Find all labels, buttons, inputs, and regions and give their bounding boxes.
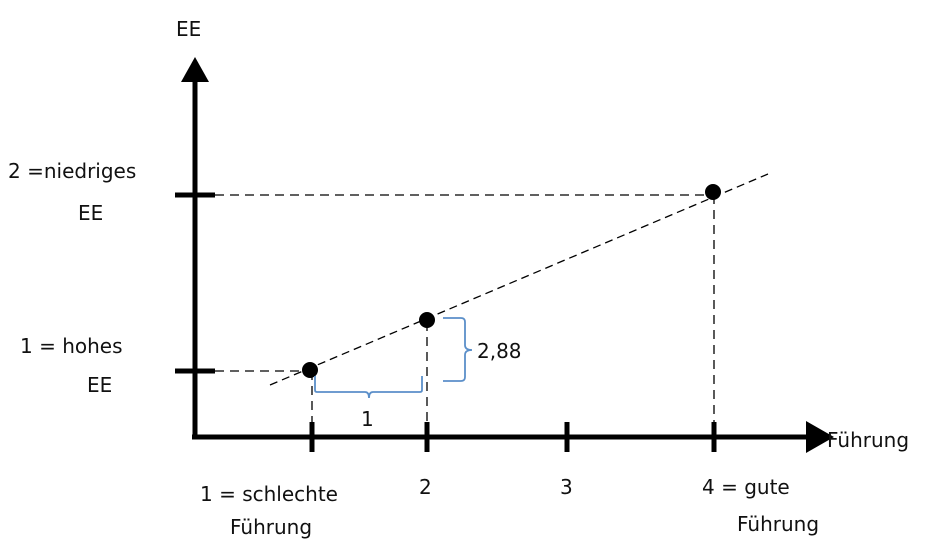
x-tick-label-4-line2: Führung <box>737 512 819 536</box>
y-tick-label-1-line1: 1 = hohes <box>20 334 123 358</box>
y-tick-label-1-line2: EE <box>87 373 112 397</box>
y-tick-label-2-line2: EE <box>78 201 103 225</box>
rise-brace <box>443 317 473 382</box>
x-tick-label-1-line1: 1 = schlechte <box>200 482 338 506</box>
data-point-2 <box>419 312 435 328</box>
run-label: 1 <box>361 407 374 431</box>
x-tick-label-3: 3 <box>560 475 573 499</box>
x-tick-label-1-line2: Führung <box>230 515 312 539</box>
run-brace <box>314 376 423 399</box>
x-axis-arrowhead <box>806 421 834 453</box>
x-tick-label-4-line1: 4 = gute <box>702 475 790 499</box>
y-axis-arrowhead <box>181 57 209 82</box>
y-axis-title: EE <box>176 17 201 41</box>
data-point-1 <box>302 362 318 378</box>
x-tick-label-2: 2 <box>419 475 432 499</box>
data-point-4 <box>705 184 721 200</box>
rise-label: 2,88 <box>477 339 522 363</box>
y-tick-label-2-line1: 2 =niedriges <box>8 159 136 183</box>
x-axis-title: Führung <box>827 428 909 452</box>
